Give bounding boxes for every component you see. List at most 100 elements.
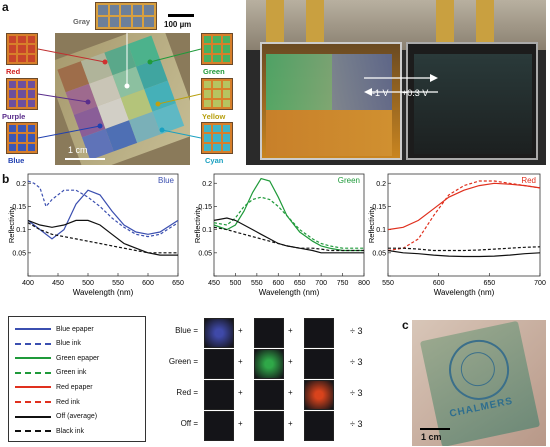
x-tick-label: 450 [52, 280, 64, 287]
x-tick-label: 700 [534, 280, 546, 287]
y-tick-label: 0.15 [12, 204, 26, 211]
divide-by-three: ÷ 3 [350, 388, 363, 398]
x-tick-label: 650 [483, 280, 495, 287]
plus-sign: + [288, 326, 293, 335]
legend-swatch [15, 386, 51, 389]
equation-label: Off = [180, 419, 198, 428]
equation-square [304, 380, 334, 410]
legend-label: Green ink [56, 369, 87, 377]
x-tick-label: 400 [22, 280, 34, 287]
series-line-2-3 [388, 246, 541, 252]
y-tick-label: 0.2 [202, 181, 212, 188]
legend-item: Off (average) [15, 411, 97, 423]
y-axis-label: Reflectivity [367, 207, 376, 244]
scalebar-cm-line [65, 158, 105, 160]
divide-by-three: ÷ 3 [350, 357, 363, 367]
chip-label-cyan: Cyan [205, 156, 224, 165]
panel-label-c: c [402, 318, 409, 332]
y-tick-label: 0.05 [372, 250, 386, 257]
legend-item: Blue ink [15, 338, 81, 350]
x-tick-label: 800 [358, 280, 370, 287]
series-line-0-3 [27, 222, 178, 254]
series-line-2-2 [387, 249, 541, 258]
scalebar-um-label: 100 µm [164, 20, 192, 29]
chart-frame-2 [387, 173, 541, 277]
equation-square [304, 411, 334, 441]
chip-label-blue: Blue [8, 156, 25, 165]
x-tick-label: 550 [382, 280, 394, 287]
chip-label-yellow: Yellow [202, 112, 226, 121]
chart-title: Green [338, 176, 360, 185]
x-tick-label: 500 [230, 280, 242, 287]
x-axis-label: Wavelength (nm) [434, 288, 495, 297]
y-tick-label: 0.2 [16, 181, 26, 188]
voltage-label-off: +0.3 V [402, 88, 429, 98]
equation-square [204, 411, 234, 441]
equation-square [254, 318, 284, 348]
x-tick-label: 500 [82, 280, 94, 287]
chip-label-gray: Gray [73, 17, 91, 26]
legend-label: Off (average) [56, 413, 98, 421]
y-tick-label: 0.15 [372, 204, 386, 211]
legend-label: Blue ink [56, 340, 81, 348]
y-tick-label: 0.1 [202, 227, 212, 234]
equation-label: Red = [176, 388, 198, 397]
y-tick-label: 0.1 [376, 227, 386, 234]
plus-sign: + [288, 388, 293, 397]
panel-label-a: a [2, 0, 9, 14]
equation-square [204, 349, 234, 379]
flexible-device-photo: CHALMERS [412, 320, 546, 446]
chart-title: Blue [158, 176, 175, 185]
equation-label: Blue = [175, 326, 198, 335]
chip-red [6, 33, 38, 65]
color-equations: Blue = + + ÷ 3 Green = + + ÷ 3 Red = + + ÷ 3 Off = + +… [150, 316, 380, 446]
plus-sign: + [288, 357, 293, 366]
x-axis-label: Wavelength (nm) [73, 288, 134, 297]
equation-label: Green = [168, 357, 198, 366]
y-tick-label: 0.2 [376, 181, 386, 188]
plus-sign: + [238, 357, 243, 366]
chip-gray [95, 2, 157, 30]
chip-label-red: Red [6, 67, 21, 76]
y-tick-label: 0.05 [12, 250, 26, 257]
y-tick-label: 0.1 [16, 227, 26, 234]
chart-frame-0 [27, 173, 179, 277]
series-line-1-1 [213, 196, 364, 249]
legend-label: Red epaper [56, 383, 93, 391]
voltage-label-on: -1 V [372, 88, 389, 98]
equation-square [254, 380, 284, 410]
equation-square [204, 380, 234, 410]
legend-item: Green epaper [15, 352, 99, 364]
x-tick-label: 600 [433, 280, 445, 287]
x-tick-label: 550 [251, 280, 263, 287]
chip-blue [6, 122, 38, 154]
legend-swatch [15, 430, 51, 433]
chip-connector-lines [37, 30, 202, 139]
x-tick-label: 450 [208, 280, 220, 287]
divide-by-three: ÷ 3 [350, 326, 363, 336]
x-tick-label: 700 [315, 280, 327, 287]
series-line-2-1 [387, 180, 541, 252]
x-tick-label: 650 [294, 280, 306, 287]
legend-swatch [15, 371, 51, 374]
legend-item: Red ink [15, 396, 80, 408]
series-line-0-1 [27, 180, 179, 238]
plus-sign: + [238, 388, 243, 397]
legend-label: Black ink [56, 427, 85, 435]
divide-by-three: ÷ 3 [350, 419, 363, 429]
legend-swatch [15, 357, 51, 360]
chart-title: Red [521, 176, 536, 185]
chip-purple [6, 78, 38, 110]
x-tick-label: 750 [337, 280, 349, 287]
plus-sign: + [288, 419, 293, 428]
reflectivity-charts: 400 450 500 550 600 650 0.05 0.1 0.15 0.2 Waveleng… [7, 173, 546, 297]
y-tick-label: 0.15 [198, 204, 212, 211]
device-photo [55, 33, 190, 165]
legend-item: Green ink [15, 367, 86, 379]
series-line-1-3 [213, 226, 364, 252]
chart-frame-1 [213, 173, 365, 277]
equation-square [304, 318, 334, 348]
scalebar-c-label: 1 cm [421, 432, 442, 442]
x-tick-label: 650 [172, 280, 184, 287]
equation-square [304, 349, 334, 379]
